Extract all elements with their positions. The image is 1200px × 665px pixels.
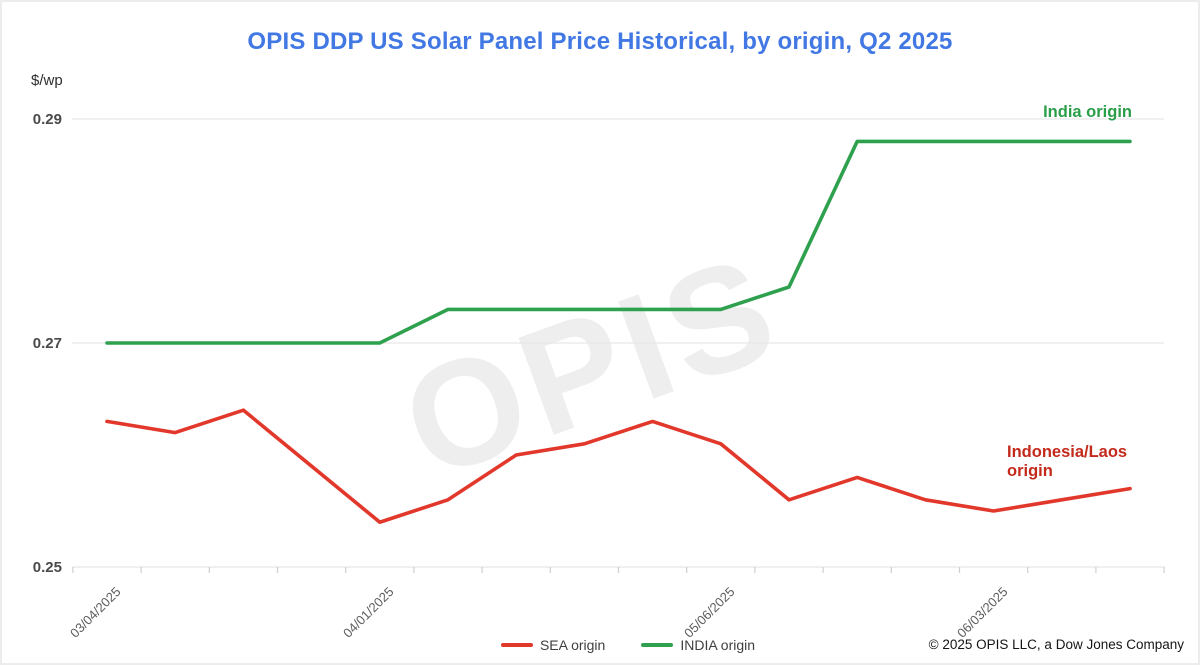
series-line-india-origin — [105, 139, 1132, 345]
y-tick-label-0.25: 0.25 — [32, 559, 62, 576]
chart-title: OPIS DDP US Solar Panel Price Historical… — [247, 28, 953, 55]
y-tick-label-0.29: 0.29 — [32, 111, 62, 128]
legend-label: SEA origin — [539, 637, 606, 653]
legend-item-india-origin: INDIA origin — [641, 637, 755, 653]
legend-item-sea-origin: SEA origin — [500, 637, 606, 653]
legend-swatch-icon — [641, 643, 674, 647]
y-axis-unit-label: $/wp — [31, 72, 63, 89]
legend-label: INDIA origin — [680, 637, 756, 653]
copyright-text: © 2025 OPIS LLC, a Dow Jones Company — [928, 637, 1184, 652]
annotation-indonesia-laos-origin: Indonesia/Laos origin — [1007, 443, 1128, 481]
y-tick-label-0.27: 0.27 — [32, 335, 62, 352]
legend: SEA origin INDIA origin — [28, 637, 1200, 653]
legend-swatch-icon — [500, 643, 533, 647]
series-line-sea-origin — [105, 408, 1132, 525]
annotation-india-origin: India origin — [1043, 103, 1132, 121]
